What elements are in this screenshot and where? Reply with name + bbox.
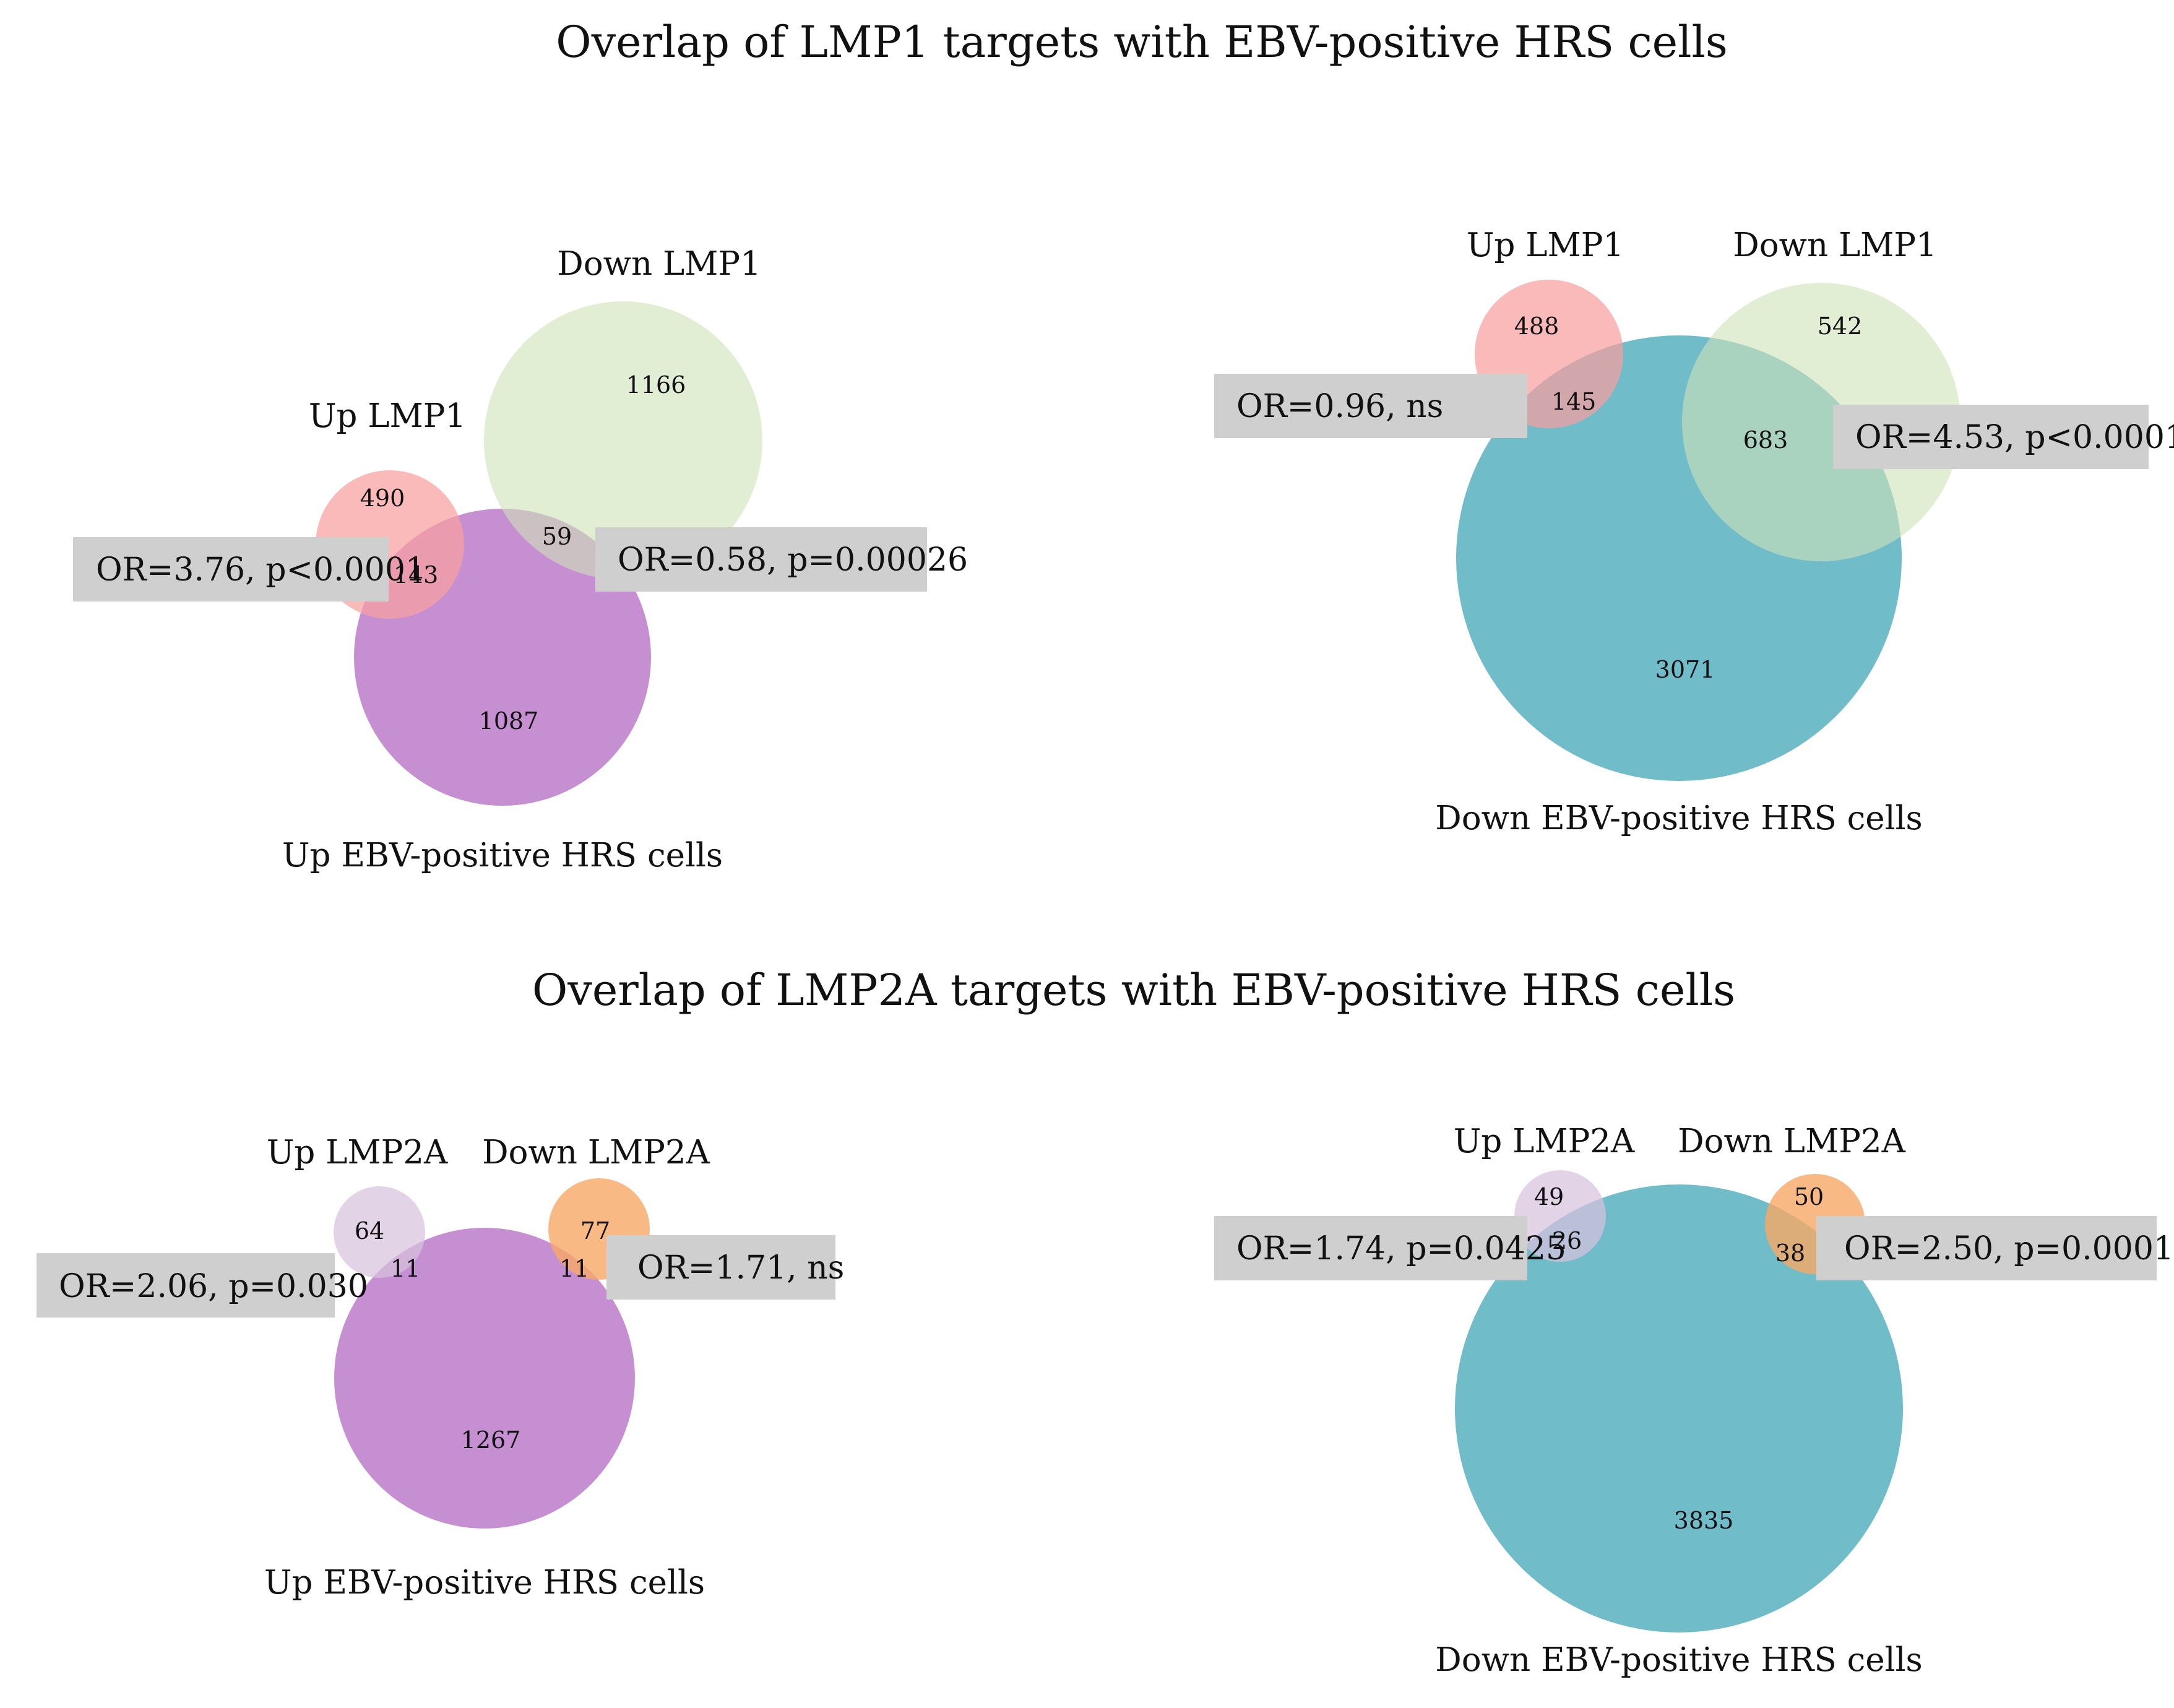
or-label-down: OR=2.50, p=0.00018 [1844,1230,2174,1267]
or-label-up: OR=2.06, p=0.030 [59,1268,368,1305]
set-label-main: Down EBV-positive HRS cells [1435,800,1923,837]
count-down-overlap: 683 [1743,426,1788,454]
circle-up-ebv-hrs [334,1228,635,1529]
count-main-only: 3071 [1655,656,1715,683]
count-up-only: 490 [360,485,405,512]
panel-title-lmp2a: Overlap of LMP2A targets with EBV-positi… [532,965,1735,1016]
count-up-overlap: 145 [1551,388,1597,415]
or-label-up: OR=0.96, ns [1236,388,1443,425]
or-box-down [606,1235,835,1300]
count-down-only: 50 [1794,1183,1824,1210]
set-label-down: Down LMP1 [1733,226,1937,264]
panel-title-lmp1: Overlap of LMP1 targets with EBV-positiv… [556,17,1728,67]
set-label-up: Up LMP1 [309,397,466,435]
or-label-down: OR=4.53, p<0.0001 [1855,419,2174,456]
set-label-up: Up LMP2A [1454,1123,1635,1160]
or-box-down [1833,405,2149,469]
count-main-only: 3835 [1674,1507,1734,1534]
count-up-overlap: 11 [390,1255,420,1282]
venn-lmp1-down-hrs: OR=0.96, ns OR=4.53, p<0.0001 Up LMP1 Do… [1214,226,2174,837]
count-down-only: 77 [580,1217,610,1244]
set-label-up: Up LMP1 [1467,226,1624,264]
count-up-only: 64 [355,1217,384,1244]
count-up-overlap: 26 [1552,1227,1582,1254]
venn-lmp2a-down-hrs: OR=1.74, p=0.0425 OR=2.50, p=0.00018 Up … [1214,1123,2174,1679]
or-label-up: OR=1.74, p=0.0425 [1236,1230,1566,1267]
count-down-only: 542 [1818,313,1863,340]
set-label-up: Up LMP2A [267,1134,448,1171]
count-down-only: 1166 [626,371,686,399]
set-label-main: Up EBV-positive HRS cells [282,837,723,874]
count-up-overlap: 143 [394,561,439,589]
circle-down-lmp1 [484,301,762,580]
set-label-down: Down LMP2A [1678,1123,1906,1160]
set-label-main: Up EBV-positive HRS cells [264,1564,705,1602]
or-box-up [37,1253,335,1318]
set-label-down: Down LMP1 [557,245,761,283]
venn-lmp2a-up-hrs: OR=2.06, p=0.030 OR=1.71, ns Up LMP2A Do… [37,1134,844,1602]
or-box-up [73,537,389,602]
or-box-down [1816,1216,2157,1280]
count-up-only: 49 [1534,1183,1564,1210]
or-label-down: OR=0.58, p=0.00026 [618,541,968,579]
circle-down-ebv-hrs [1455,1184,1903,1633]
count-down-overlap: 38 [1775,1240,1805,1267]
or-box-up [1214,374,1527,438]
count-up-only: 488 [1514,313,1559,340]
circle-up-lmp2a [334,1186,425,1278]
or-box-up [1214,1216,1527,1280]
venn-lmp1-up-hrs: OR=3.76, p<0.0001 OR=0.58, p=0.00026 Up … [73,245,968,874]
count-main-only: 1087 [479,707,539,735]
or-label-up: OR=3.76, p<0.0001 [96,551,426,589]
set-label-main: Down EBV-positive HRS cells [1435,1641,1923,1679]
count-down-overlap: 11 [559,1255,589,1282]
set-label-down: Down LMP2A [482,1134,710,1171]
count-main-only: 1267 [461,1426,521,1454]
or-label-down: OR=1.71, ns [637,1249,844,1287]
count-down-overlap: 59 [542,523,572,550]
circle-up-lmp2a [1514,1170,1606,1262]
circle-down-lmp1 [1682,283,1960,561]
or-box-down [595,527,927,592]
